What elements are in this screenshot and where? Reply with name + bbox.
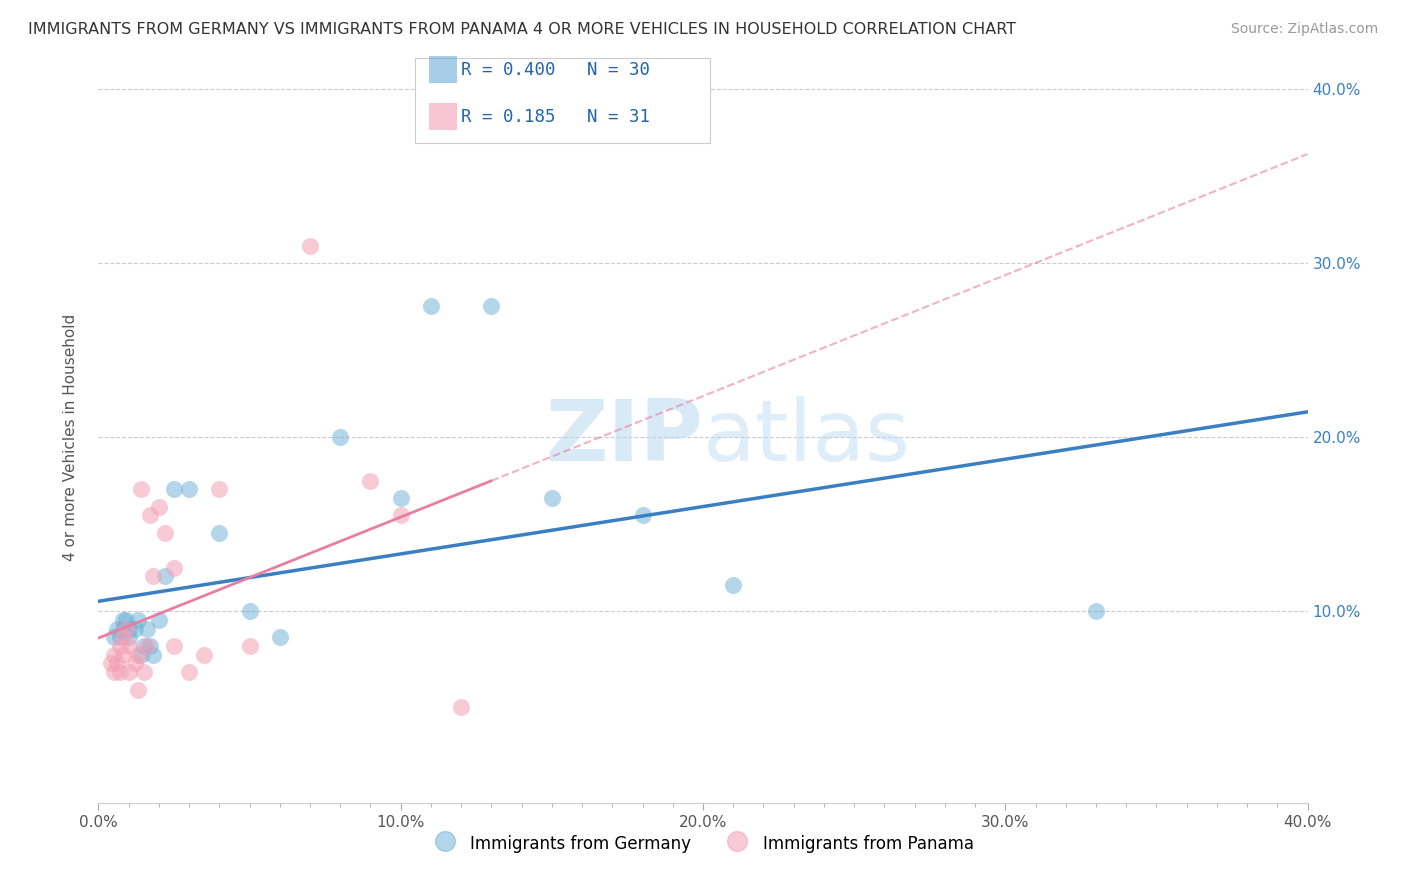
Point bbox=[269, 631, 291, 645]
Point bbox=[389, 491, 412, 505]
Point bbox=[118, 665, 141, 680]
Text: ZIP: ZIP bbox=[546, 395, 703, 479]
Point bbox=[103, 631, 125, 645]
Point bbox=[1085, 604, 1108, 618]
Point bbox=[420, 300, 443, 314]
Point bbox=[103, 648, 125, 662]
Point bbox=[450, 700, 472, 714]
Point bbox=[118, 631, 141, 645]
Point bbox=[723, 578, 745, 592]
Point bbox=[127, 648, 149, 662]
Point bbox=[114, 613, 136, 627]
Point bbox=[153, 525, 176, 540]
Point bbox=[108, 639, 131, 653]
Point bbox=[105, 657, 128, 671]
Text: R = 0.185   N = 31: R = 0.185 N = 31 bbox=[461, 108, 650, 126]
Point bbox=[153, 569, 176, 583]
Text: Source: ZipAtlas.com: Source: ZipAtlas.com bbox=[1230, 22, 1378, 37]
Legend: Immigrants from Germany, Immigrants from Panama: Immigrants from Germany, Immigrants from… bbox=[426, 827, 980, 860]
Point bbox=[179, 665, 201, 680]
Point bbox=[360, 474, 382, 488]
Point bbox=[105, 622, 128, 636]
Point bbox=[239, 604, 262, 618]
Point bbox=[193, 648, 215, 662]
Point bbox=[135, 639, 157, 653]
Point bbox=[108, 631, 131, 645]
Point bbox=[129, 483, 152, 497]
Text: IMMIGRANTS FROM GERMANY VS IMMIGRANTS FROM PANAMA 4 OR MORE VEHICLES IN HOUSEHOL: IMMIGRANTS FROM GERMANY VS IMMIGRANTS FR… bbox=[28, 22, 1017, 37]
Point bbox=[239, 639, 262, 653]
Y-axis label: 4 or more Vehicles in Household: 4 or more Vehicles in Household bbox=[63, 313, 77, 561]
Point bbox=[540, 491, 562, 505]
Point bbox=[111, 622, 134, 636]
Point bbox=[299, 238, 322, 252]
Point bbox=[118, 622, 141, 636]
Point bbox=[163, 639, 186, 653]
Point bbox=[124, 622, 146, 636]
Point bbox=[111, 613, 134, 627]
Point bbox=[111, 631, 134, 645]
Point bbox=[163, 483, 186, 497]
Point bbox=[142, 648, 165, 662]
Point bbox=[208, 483, 231, 497]
Point bbox=[179, 483, 201, 497]
Point bbox=[389, 508, 412, 523]
Text: R = 0.400   N = 30: R = 0.400 N = 30 bbox=[461, 61, 650, 78]
Point bbox=[631, 508, 654, 523]
Point bbox=[148, 500, 170, 514]
Point bbox=[329, 430, 352, 444]
Point bbox=[124, 657, 146, 671]
Point bbox=[163, 560, 186, 574]
Point bbox=[148, 613, 170, 627]
Point bbox=[139, 508, 162, 523]
Point bbox=[135, 622, 157, 636]
Point bbox=[111, 648, 134, 662]
Point bbox=[142, 569, 165, 583]
Point bbox=[139, 639, 162, 653]
Point bbox=[108, 665, 131, 680]
Point bbox=[208, 525, 231, 540]
Point bbox=[481, 300, 503, 314]
Point bbox=[103, 665, 125, 680]
Point bbox=[114, 622, 136, 636]
Point bbox=[132, 665, 155, 680]
Text: atlas: atlas bbox=[703, 395, 911, 479]
Point bbox=[100, 657, 122, 671]
Point bbox=[129, 648, 152, 662]
Point bbox=[132, 639, 155, 653]
Point bbox=[127, 682, 149, 697]
Point bbox=[118, 639, 141, 653]
Point bbox=[127, 613, 149, 627]
